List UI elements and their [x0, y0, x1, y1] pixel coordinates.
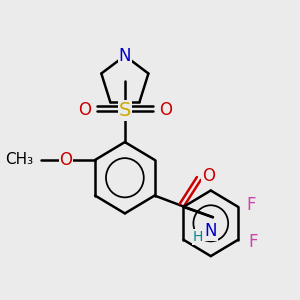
Text: F: F: [247, 196, 256, 214]
Text: S: S: [119, 101, 131, 120]
Text: CH₃: CH₃: [5, 152, 34, 167]
Text: F: F: [249, 233, 258, 251]
Text: H: H: [192, 230, 203, 244]
Text: O: O: [159, 101, 172, 119]
Text: O: O: [202, 167, 215, 185]
Text: N: N: [118, 47, 131, 65]
Text: O: O: [59, 151, 72, 169]
Text: N: N: [205, 222, 217, 240]
Text: O: O: [78, 101, 91, 119]
